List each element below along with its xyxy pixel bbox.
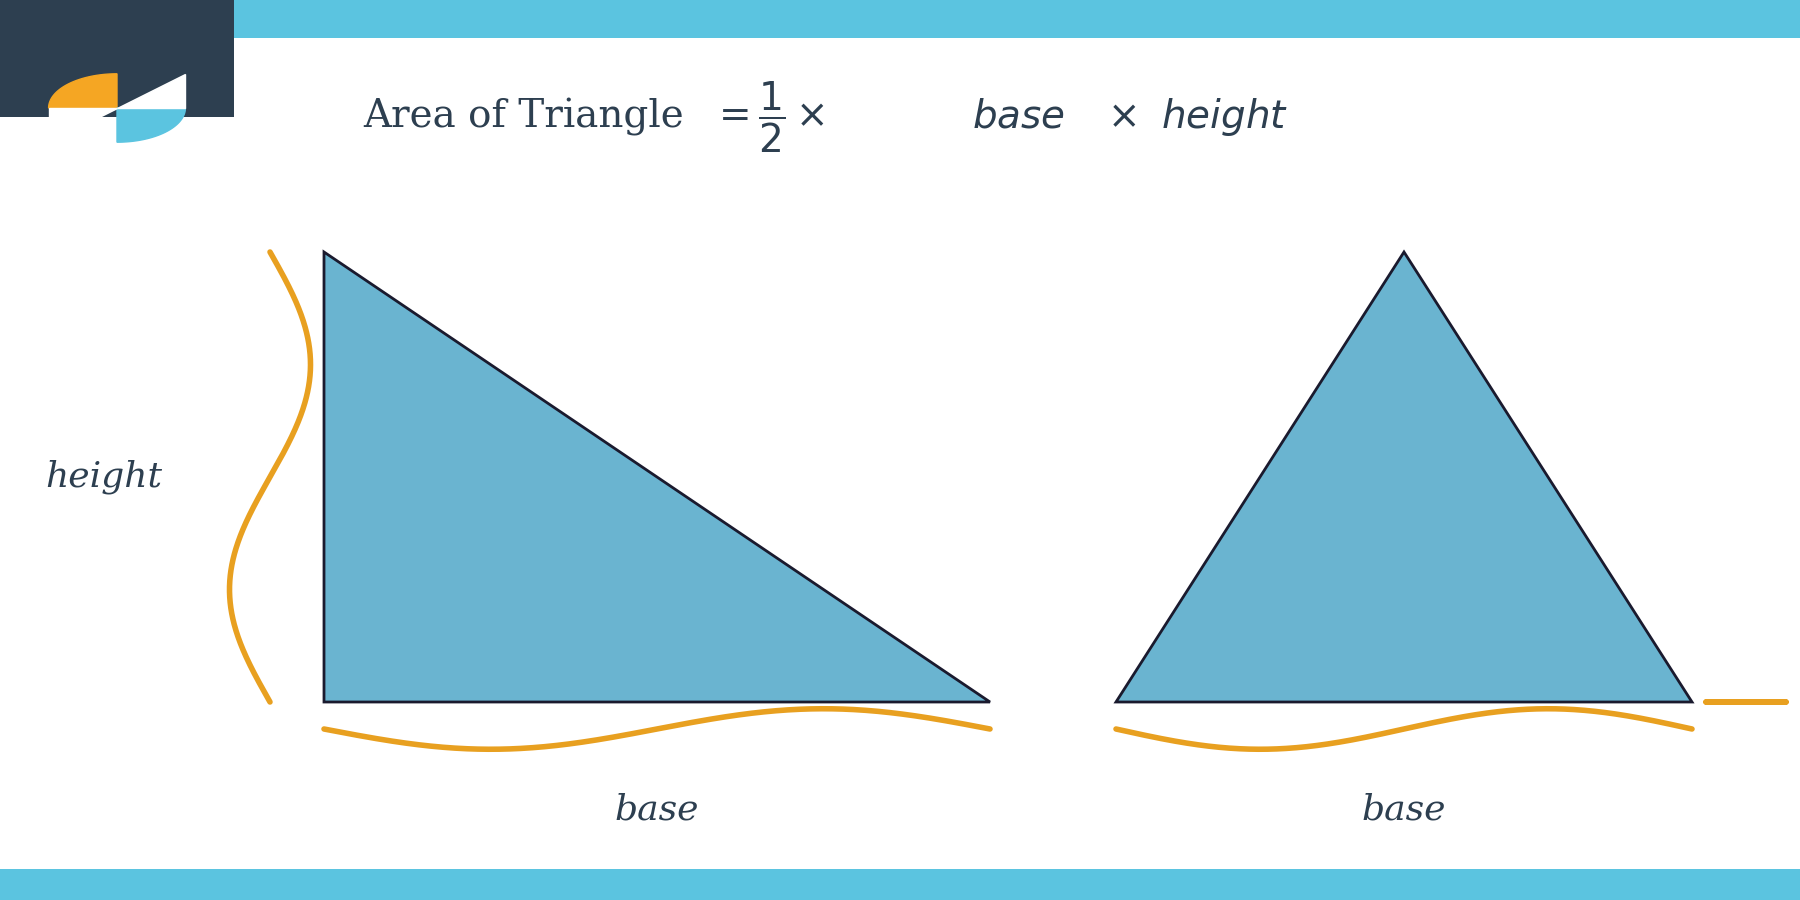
Polygon shape (49, 108, 117, 142)
Text: SOM: SOM (97, 191, 137, 205)
Text: $\times$: $\times$ (1107, 98, 1136, 136)
Text: $= \dfrac{1}{2} \times$: $= \dfrac{1}{2} \times$ (711, 79, 824, 155)
Text: base: base (616, 793, 698, 827)
Polygon shape (117, 108, 185, 142)
FancyBboxPatch shape (0, 868, 1800, 900)
Polygon shape (324, 252, 990, 702)
Polygon shape (49, 74, 117, 108)
Text: base: base (1363, 793, 1445, 827)
Text: height: height (45, 460, 162, 494)
FancyBboxPatch shape (0, 0, 234, 117)
Text: Area of Triangle: Area of Triangle (364, 98, 684, 136)
Text: $base$: $base$ (972, 98, 1066, 136)
Text: $height$: $height$ (1161, 96, 1289, 138)
FancyBboxPatch shape (0, 0, 1800, 38)
Polygon shape (1116, 252, 1692, 702)
Polygon shape (117, 74, 185, 108)
Text: STORY OF MATHEMATICS: STORY OF MATHEMATICS (86, 231, 148, 237)
